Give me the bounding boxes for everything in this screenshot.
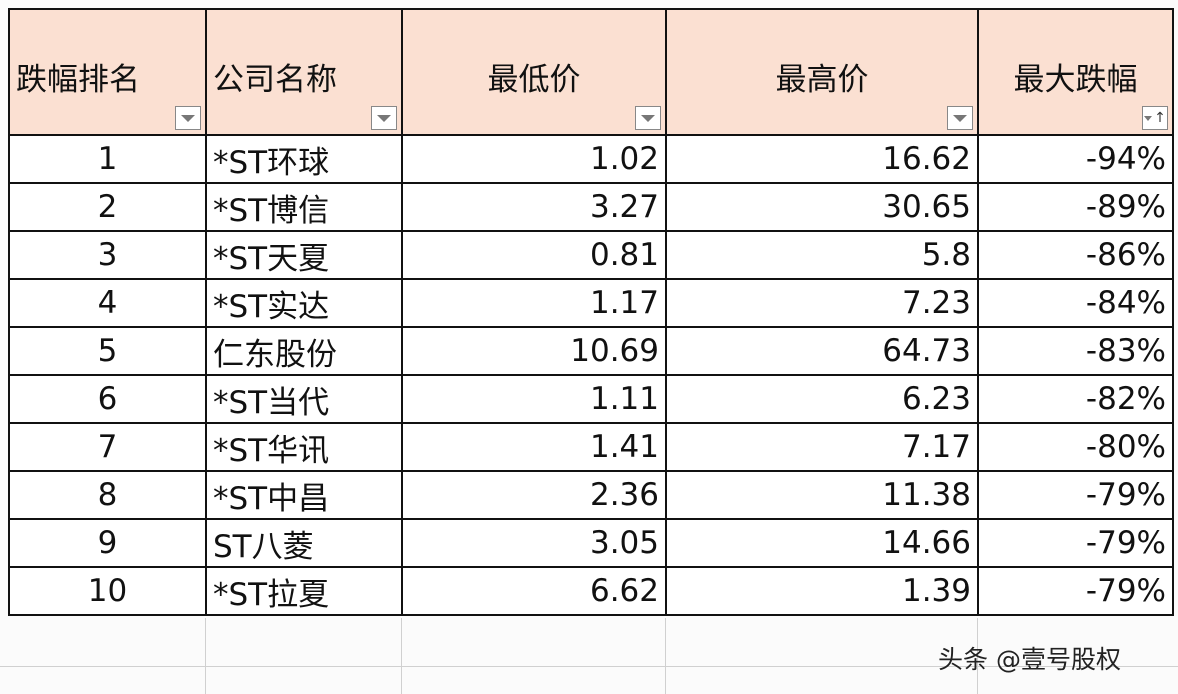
- cell-high[interactable]: 64.73: [665, 326, 979, 376]
- header-drop: 最大跌幅 ↑: [977, 8, 1174, 136]
- cell-name[interactable]: *ST博信: [205, 182, 403, 232]
- dropdown-arrow-icon: [181, 114, 195, 122]
- cell-name[interactable]: *ST实达: [205, 278, 403, 328]
- dropdown-arrow-icon: [641, 114, 655, 122]
- cell-name[interactable]: *ST当代: [205, 374, 403, 424]
- cell-drop[interactable]: -86%: [977, 230, 1174, 280]
- gridline: [0, 666, 1178, 667]
- cell-low[interactable]: 1.11: [401, 374, 667, 424]
- table-row: 9 ST八菱 3.05 14.66 -79%: [8, 518, 1174, 568]
- stock-drop-table: 跌幅排名 公司名称 最低价 最高价 最大跌幅 ↑ 1 *ST环球 1.02 16.62-…: [8, 8, 1174, 616]
- header-low: 最低价: [401, 8, 667, 136]
- table-row: 6 *ST当代 1.11 6.23 -82%: [8, 374, 1174, 424]
- cell-drop[interactable]: -83%: [977, 326, 1174, 376]
- header-high: 最高价: [665, 8, 979, 136]
- table-row: 2 *ST博信 3.27 30.65 -89%: [8, 182, 1174, 232]
- cell-high[interactable]: 6.23: [665, 374, 979, 424]
- header-company: 公司名称: [205, 8, 403, 136]
- cell-name[interactable]: *ST环球: [205, 134, 403, 184]
- cell-low[interactable]: 3.05: [401, 518, 667, 568]
- cell-high[interactable]: 30.65: [665, 182, 979, 232]
- header-row: 跌幅排名 公司名称 最低价 最高价 最大跌幅 ↑: [8, 8, 1174, 136]
- cell-drop[interactable]: -82%: [977, 374, 1174, 424]
- table-row: 8 *ST中昌 2.36 11.38 -79%: [8, 470, 1174, 520]
- table-row: 7 *ST华讯 1.41 7.17 -80%: [8, 422, 1174, 472]
- cell-high[interactable]: 16.62: [665, 134, 979, 184]
- cell-rank[interactable]: 2: [8, 182, 207, 232]
- cell-name[interactable]: *ST拉夏: [205, 566, 403, 616]
- watermark: 头条 @壹号股权: [938, 645, 1121, 674]
- header-label: 最低价: [487, 62, 581, 98]
- filter-dropdown-button[interactable]: [371, 106, 397, 130]
- dropdown-arrow-icon: [377, 114, 391, 122]
- cell-name[interactable]: *ST中昌: [205, 470, 403, 520]
- table-row: 4 *ST实达 1.17 7.23 -84%: [8, 278, 1174, 328]
- header-label: 最大跌幅: [1013, 62, 1138, 98]
- cell-drop[interactable]: -79%: [977, 518, 1174, 568]
- cell-name[interactable]: ST八菱: [205, 518, 403, 568]
- cell-drop[interactable]: -94%: [977, 134, 1174, 184]
- gridline: [977, 618, 978, 694]
- sort-filter-button[interactable]: ↑: [1142, 106, 1168, 130]
- cell-high[interactable]: 1.39: [665, 566, 979, 616]
- cell-rank[interactable]: 1: [8, 134, 207, 184]
- cell-low[interactable]: 0.81: [401, 230, 667, 280]
- header-rank: 跌幅排名: [8, 8, 207, 136]
- header-label: 跌幅排名: [16, 62, 140, 98]
- table-row: 5 仁东股份 10.69 64.73 -83%: [8, 326, 1174, 376]
- cell-high[interactable]: 7.17: [665, 422, 979, 472]
- gridline: [401, 618, 402, 694]
- filter-dropdown-button[interactable]: [175, 106, 201, 130]
- cell-high[interactable]: 14.66: [665, 518, 979, 568]
- cell-drop[interactable]: -84%: [977, 278, 1174, 328]
- cell-drop[interactable]: -79%: [977, 470, 1174, 520]
- cell-rank[interactable]: 6: [8, 374, 207, 424]
- cell-name[interactable]: 仁东股份: [205, 326, 403, 376]
- gridline: [205, 618, 206, 694]
- sort-ascending-icon: ↑: [1154, 110, 1166, 126]
- dropdown-arrow-icon: [1144, 115, 1153, 121]
- table-row: 3 *ST天夏 0.81 5.8 -86%: [8, 230, 1174, 280]
- cell-rank[interactable]: 3: [8, 230, 207, 280]
- cell-high[interactable]: 5.8: [665, 230, 979, 280]
- dropdown-arrow-icon: [953, 114, 967, 122]
- cell-low[interactable]: 3.27: [401, 182, 667, 232]
- cell-rank[interactable]: 9: [8, 518, 207, 568]
- filter-dropdown-button[interactable]: [947, 106, 973, 130]
- cell-rank[interactable]: 7: [8, 422, 207, 472]
- cell-drop[interactable]: -79%: [977, 566, 1174, 616]
- cell-low[interactable]: 10.69: [401, 326, 667, 376]
- cell-high[interactable]: 7.23: [665, 278, 979, 328]
- table-row: 1 *ST环球 1.02 16.62 -94%: [8, 134, 1174, 184]
- cell-low[interactable]: 2.36: [401, 470, 667, 520]
- cell-low[interactable]: 1.41: [401, 422, 667, 472]
- cell-drop[interactable]: -80%: [977, 422, 1174, 472]
- cell-low[interactable]: 1.02: [401, 134, 667, 184]
- cell-rank[interactable]: 8: [8, 470, 207, 520]
- cell-rank[interactable]: 5: [8, 326, 207, 376]
- table-row: 10 *ST拉夏 6.62 1.39 -79%: [8, 566, 1174, 616]
- gridline: [665, 618, 666, 694]
- cell-rank[interactable]: 10: [8, 566, 207, 616]
- cell-name[interactable]: *ST天夏: [205, 230, 403, 280]
- cell-drop[interactable]: -89%: [977, 182, 1174, 232]
- header-label: 最高价: [775, 62, 869, 98]
- cell-low[interactable]: 6.62: [401, 566, 667, 616]
- filter-dropdown-button[interactable]: [635, 106, 661, 130]
- cell-rank[interactable]: 4: [8, 278, 207, 328]
- cell-name[interactable]: *ST华讯: [205, 422, 403, 472]
- header-label: 公司名称: [213, 62, 337, 98]
- cell-low[interactable]: 1.17: [401, 278, 667, 328]
- cell-high[interactable]: 11.38: [665, 470, 979, 520]
